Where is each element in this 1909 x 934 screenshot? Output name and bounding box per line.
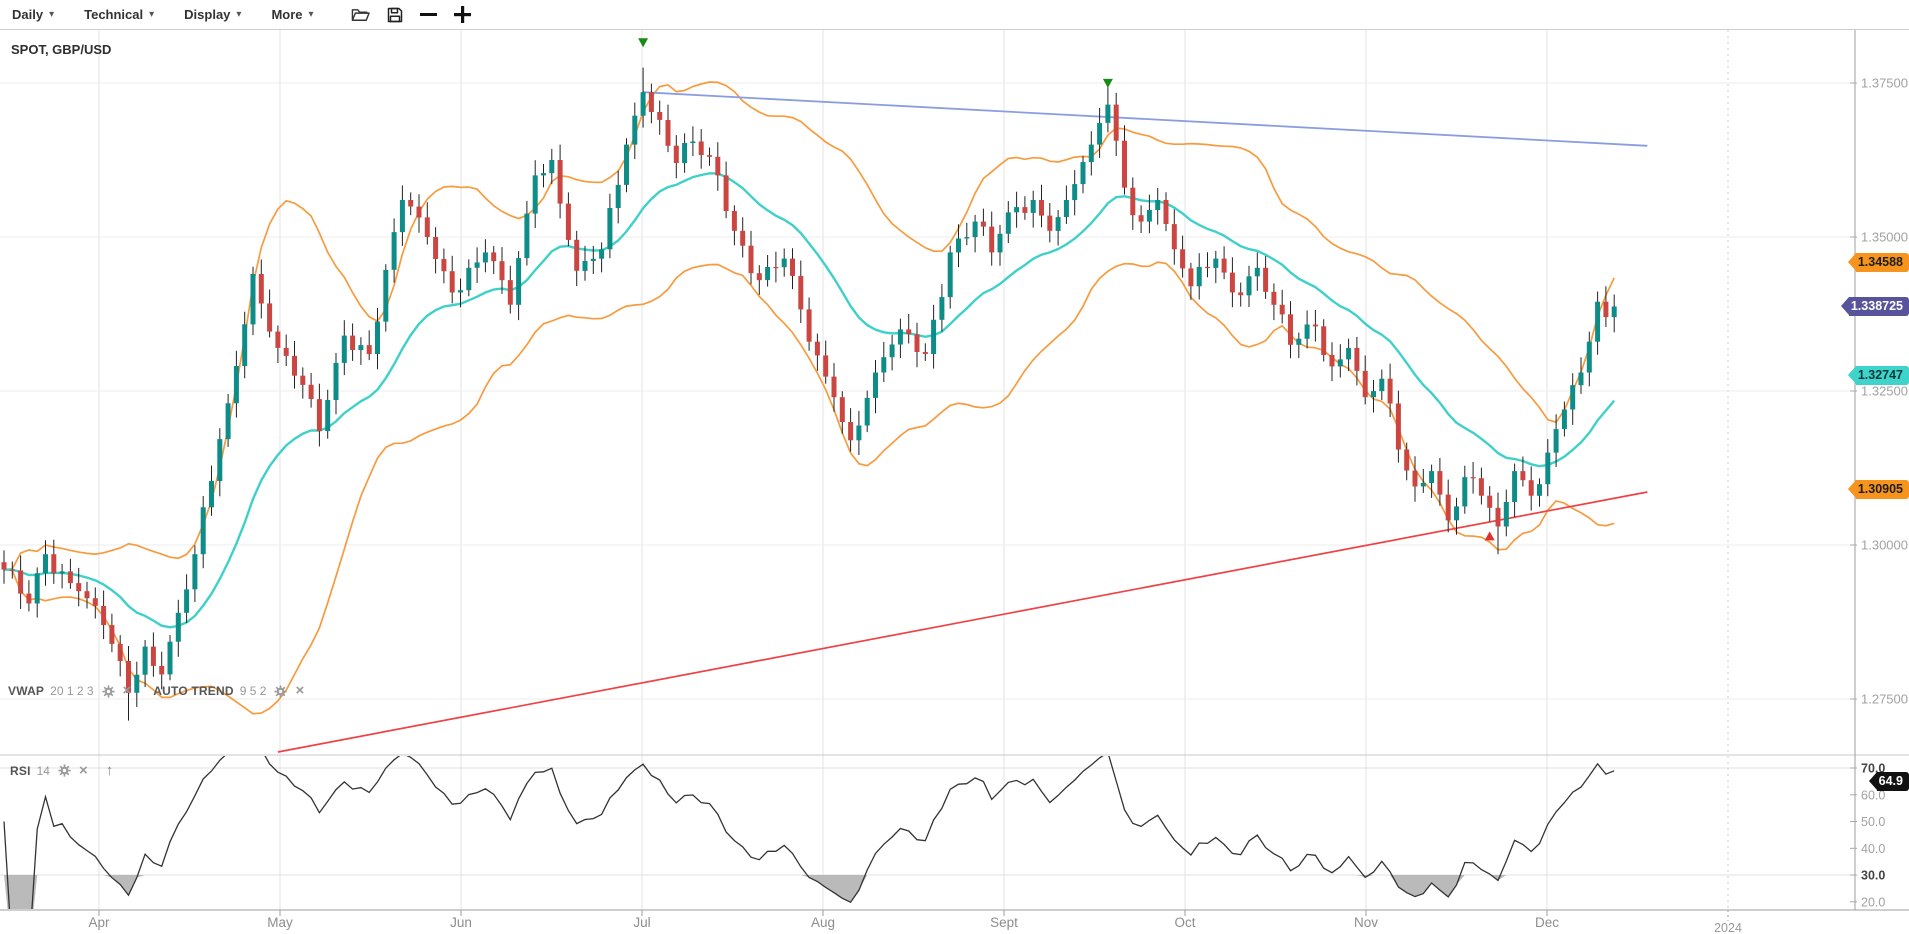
gear-icon[interactable] [274, 684, 288, 698]
gear-icon[interactable] [101, 684, 115, 698]
svg-text:Apr: Apr [88, 915, 110, 930]
svg-text:1.35000: 1.35000 [1861, 230, 1908, 245]
chevron-down-icon: ▾ [149, 9, 155, 20]
svg-text:1.37500: 1.37500 [1861, 76, 1908, 91]
svg-text:1.32500: 1.32500 [1861, 384, 1908, 399]
toolbar-tools [348, 3, 484, 27]
tag-arrow-icon [1847, 366, 1856, 385]
menu-display[interactable]: Display ▾ [184, 7, 242, 22]
menu-timeframe-daily[interactable]: Daily ▾ [12, 7, 55, 22]
chevron-down-icon: ▾ [308, 9, 314, 20]
save-icon[interactable] [382, 3, 408, 27]
zoom-in-icon[interactable] [450, 3, 476, 27]
svg-text:30.0: 30.0 [1861, 869, 1885, 883]
svg-text:40.0: 40.0 [1861, 842, 1885, 856]
tag-arrow-icon [1847, 479, 1856, 498]
svg-text:May: May [267, 915, 293, 930]
svg-text:50.0: 50.0 [1861, 815, 1885, 829]
autotrend-params: 9 5 2 [239, 684, 267, 698]
tag-arrow-icon [1868, 772, 1877, 791]
chevron-down-icon: ▾ [236, 9, 242, 20]
price-tag-vwap: 1.32747 [1847, 366, 1909, 386]
price-tag-last-price: 1.338725 [1840, 297, 1909, 316]
indicator-legend: VWAP 20 1 2 3 × AUTO TREND 9 5 2 × [8, 682, 312, 699]
svg-text:1.27500: 1.27500 [1861, 692, 1908, 707]
svg-text:1.30000: 1.30000 [1861, 538, 1908, 553]
svg-text:Nov: Nov [1354, 915, 1378, 930]
svg-text:70.0: 70.0 [1861, 762, 1885, 776]
open-folder-icon[interactable] [348, 3, 374, 27]
svg-text:Oct: Oct [1174, 915, 1195, 930]
chevron-down-icon: ▾ [49, 9, 55, 20]
svg-text:Jun: Jun [450, 915, 472, 930]
vwap-params: 20 1 2 3 [50, 684, 94, 698]
svg-text:60.0: 60.0 [1861, 788, 1885, 802]
arrow-up-icon[interactable]: ↑ [105, 762, 114, 779]
rsi-indicator-label: RSI [10, 763, 31, 778]
svg-text:2024: 2024 [1714, 921, 1742, 934]
toolbar: Daily ▾ Technical ▾ Display ▾ More ▾ [0, 0, 1909, 30]
svg-text:Aug: Aug [811, 915, 835, 930]
rsi-legend: RSI 14 × ↑ [10, 762, 113, 779]
zoom-out-icon[interactable] [416, 3, 442, 27]
svg-text:20.0: 20.0 [1861, 895, 1885, 909]
price-tag-upper-band: 1.34588 [1847, 252, 1909, 272]
price-tag-lower-band: 1.30905 [1847, 479, 1909, 499]
svg-text:Jul: Jul [633, 915, 650, 930]
vwap-indicator-label: VWAP [8, 684, 45, 698]
menu-technical[interactable]: Technical ▾ [84, 7, 155, 22]
close-icon[interactable]: × [122, 682, 132, 699]
svg-text:Sept: Sept [990, 915, 1018, 930]
close-icon[interactable]: × [295, 682, 305, 699]
autotrend-indicator-label: AUTO TREND [153, 684, 234, 698]
tag-arrow-icon [1840, 297, 1849, 315]
symbol-label: SPOT, GBP/USD [11, 42, 112, 57]
rsi-params: 14 [36, 763, 50, 778]
close-icon[interactable]: × [78, 761, 88, 779]
rsi-value-tag: 64.9 [1868, 772, 1909, 792]
tag-arrow-icon [1847, 252, 1856, 271]
gear-icon[interactable] [58, 764, 71, 777]
menu-more[interactable]: More ▾ [271, 7, 314, 22]
svg-text:Dec: Dec [1535, 915, 1559, 930]
